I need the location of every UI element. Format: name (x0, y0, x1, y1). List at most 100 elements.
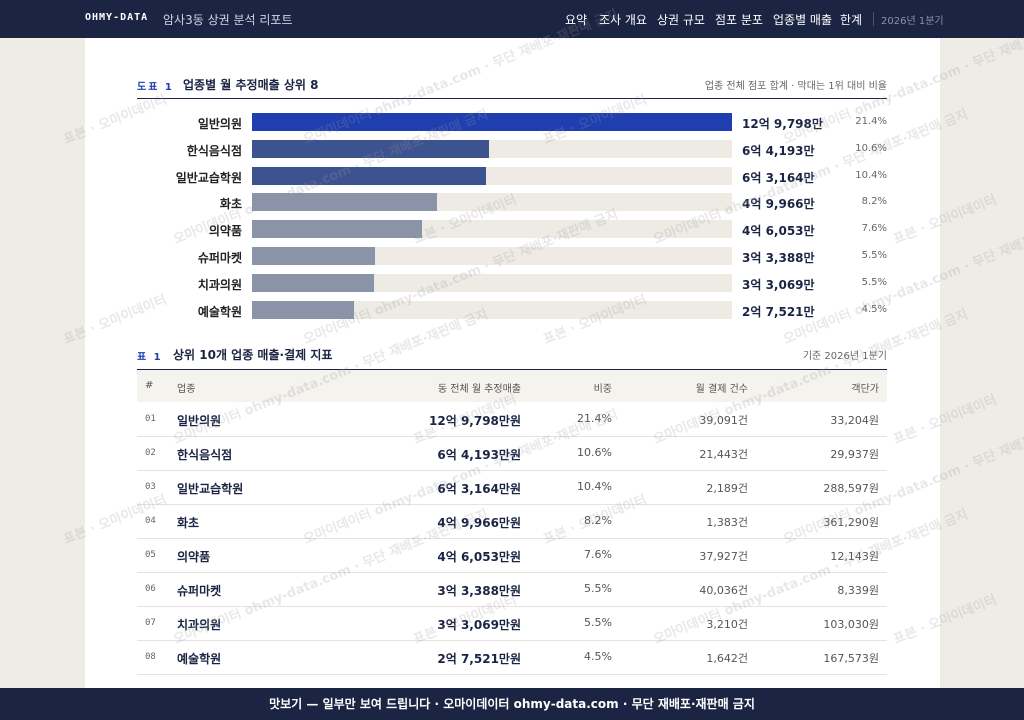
bar-value-label: 12억 9,798만 (742, 117, 823, 131)
table-title: 상위 10개 업종 매출·결제 지표 (173, 348, 333, 362)
row-divider (137, 470, 887, 471)
bar-share: 7.6% (861, 223, 887, 235)
bar-value-label: 3억 3,388만 (742, 251, 815, 265)
table-cell: 05 (145, 550, 156, 560)
table-cell: 37,927건 (699, 550, 748, 563)
column-header: 동 전체 월 추정매출 (437, 384, 521, 395)
table-cell: 5.5% (584, 616, 612, 629)
bar-value-label: 4억 9,966만 (742, 197, 815, 212)
bar-value-label: 6억 4,193만 (742, 143, 815, 158)
bar-value-label: 6억 3,164만 (742, 170, 815, 185)
column-header: # (145, 380, 154, 391)
table-cell: 슈퍼마켓 (177, 584, 222, 598)
table-cell: 04 (145, 516, 156, 526)
bar-value-label: 4억 6,053만 (742, 224, 815, 239)
bar (252, 166, 486, 185)
table-cell: 8.2% (584, 514, 612, 527)
bar (252, 247, 376, 265)
table-label: 표 1 (137, 352, 163, 363)
table-cell: 103,030원 (823, 618, 879, 631)
table-rule (137, 369, 887, 370)
table-cell: 10.4% (577, 480, 612, 493)
report-title: 암사3동 상권 분석 리포트 (163, 13, 293, 27)
table-cell: 1,642건 (706, 652, 748, 665)
table-cell: 12,143원 (830, 550, 879, 563)
bar-label: 일반교습학원 (175, 170, 242, 185)
table-cell: 39,091건 (699, 414, 748, 427)
table-cell: 한식음식점 (177, 448, 233, 462)
table-cell: 3억 3,069만원 (437, 618, 521, 632)
table-cell: 6억 4,193만원 (437, 448, 521, 462)
column-header: 객단가 (851, 384, 879, 395)
bar (252, 113, 732, 131)
bar-share: 10.6% (855, 142, 887, 154)
top-nav: OHMY-DATA 암사3동 상권 분석 리포트 요약 조사 개요 상권 규모 점포 분포… (0, 0, 1024, 38)
bar-label: 일반의원 (197, 117, 242, 131)
table-cell: 33,204원 (830, 414, 879, 427)
row-divider (137, 538, 887, 539)
row-divider (137, 436, 887, 437)
bar-label: 의약품 (208, 224, 242, 239)
nav-divider (873, 12, 874, 26)
bar-share: 5.5% (861, 276, 887, 288)
table-cell: 29,937원 (830, 448, 879, 461)
period: 2026년 1분기 (881, 16, 944, 27)
table-cell: 일반의원 (177, 414, 222, 428)
nav-link[interactable]: 요약 (565, 13, 588, 27)
table-cell: 2,189건 (706, 482, 748, 495)
logo[interactable]: OHMY-DATA (85, 12, 149, 23)
row-divider (137, 504, 887, 505)
bar-label: 화초 (219, 197, 242, 212)
table-cell: 4억 6,053만원 (437, 550, 521, 564)
table-cell: 10.6% (577, 446, 612, 459)
table-cell: 06 (145, 584, 156, 594)
nav-link[interactable]: 조사 개요 (599, 13, 647, 27)
bar-label: 슈퍼마켓 (197, 251, 242, 265)
table-cell: 361,290원 (823, 516, 879, 529)
bar-label: 한식음식점 (186, 143, 242, 158)
nav-link[interactable]: 상권 규모 (657, 13, 705, 27)
bar-share: 8.2% (861, 196, 887, 208)
table-cell: 치과의원 (177, 618, 222, 632)
table-cell: 40,036건 (699, 584, 748, 597)
table-cell: 02 (145, 448, 156, 458)
column-header: 비중 (593, 384, 612, 395)
column-header: 업종 (177, 384, 196, 395)
table-note: 기준 2026년 1분기 (802, 351, 887, 362)
bar-label: 치과의원 (197, 277, 242, 292)
figure-note: 업종 전체 점포 합계 · 막대는 1위 대비 비율 (704, 81, 887, 92)
bar (252, 273, 375, 292)
table-cell: 6억 3,164만원 (437, 482, 521, 496)
bar-share: 5.5% (861, 250, 887, 261)
table-cell: 7.6% (584, 548, 612, 561)
table-cell: 4억 9,966만원 (437, 516, 521, 530)
bar (252, 193, 437, 212)
table-cell: 일반교습학원 (177, 482, 244, 496)
bar (252, 300, 354, 319)
row-divider (137, 606, 887, 607)
bar-value-label: 2억 7,521만 (742, 304, 815, 319)
bar-value-label: 3억 3,069만 (742, 277, 815, 292)
table-cell: 21.4% (577, 412, 612, 425)
bar (252, 220, 423, 239)
bar-share: 10.4% (855, 169, 887, 181)
table-cell: 167,573원 (823, 652, 879, 665)
nav-link[interactable]: 점포 분포 (715, 13, 763, 27)
nav-link[interactable]: 한계 (840, 13, 863, 27)
nav-link[interactable]: 업종별 매출 (773, 13, 833, 27)
bar-label: 예술학원 (197, 304, 242, 319)
bar (252, 139, 490, 158)
figure-title: 업종별 월 추정매출 상위 8 (183, 78, 319, 92)
table-cell: 8,339원 (837, 584, 879, 597)
table-cell: 21,443건 (699, 448, 748, 461)
table-cell: 01 (145, 414, 156, 424)
table-cell: 의약품 (177, 550, 211, 564)
table-cell: 03 (145, 482, 156, 492)
column-header: 월 결제 건수 (695, 384, 748, 395)
table-cell: 12억 9,798만원 (429, 414, 521, 428)
table-cell: 3억 3,388만원 (437, 584, 521, 598)
bar-share: 21.4% (855, 116, 887, 127)
table-cell: 08 (145, 652, 156, 662)
table-cell: 화초 (177, 516, 200, 530)
footer-banner: 맛보기 — 일부만 보여 드립니다 · 오마이데이터 ohmy-data.com… (0, 688, 1024, 720)
